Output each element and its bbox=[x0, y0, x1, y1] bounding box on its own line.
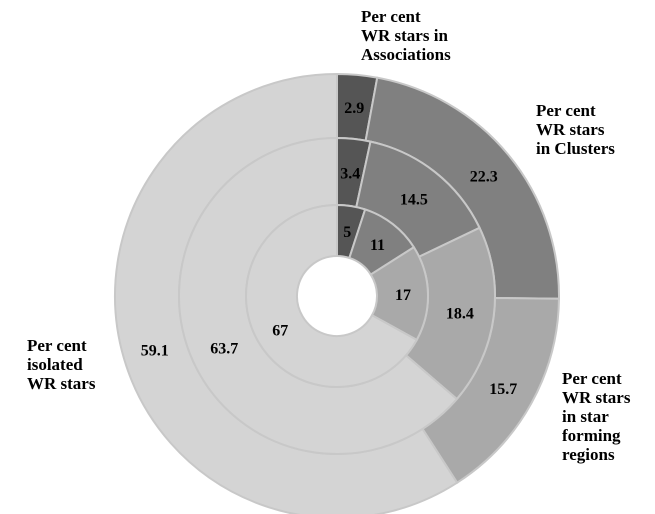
category-label-clusters: Per cent WR stars in Clusters bbox=[536, 101, 615, 158]
category-label-isolated-line: Per cent bbox=[27, 336, 87, 355]
chart-value-labels: 2.9 22.3 15.7 59.1 3.4 14.5 18.4 63.7 5 11 17 67 bbox=[141, 100, 518, 398]
value-label-middle-isolated: 63.7 bbox=[210, 341, 238, 358]
value-label-outer-isolated: 59.1 bbox=[141, 343, 169, 360]
category-label-star-forming-regions-line: Per cent bbox=[562, 369, 622, 388]
category-label-associations-line: WR stars in bbox=[361, 26, 448, 45]
value-label-inner-star-forming-regions: 17 bbox=[395, 287, 411, 304]
category-label-clusters-line: Per cent bbox=[536, 101, 596, 120]
category-label-isolated: Per cent isolated WR stars bbox=[27, 336, 96, 393]
chart-segments bbox=[114, 72, 560, 514]
value-label-outer-clusters: 22.3 bbox=[470, 168, 498, 185]
category-label-associations-line: Per cent bbox=[361, 7, 421, 26]
category-label-associations-line: Associations bbox=[361, 45, 451, 64]
value-label-outer-star-forming-regions: 15.7 bbox=[489, 381, 517, 398]
category-label-isolated-line: WR stars bbox=[27, 374, 96, 393]
value-label-inner-clusters: 11 bbox=[370, 237, 385, 254]
value-label-middle-associations: 3.4 bbox=[340, 166, 360, 183]
category-label-star-forming-regions-line: WR stars bbox=[562, 388, 631, 407]
category-label-star-forming-regions-line: forming bbox=[562, 426, 621, 445]
value-label-outer-associations: 2.9 bbox=[344, 100, 364, 117]
category-label-isolated-line: isolated bbox=[27, 355, 83, 374]
category-label-clusters-line: in Clusters bbox=[536, 139, 615, 158]
category-label-associations: Per cent WR stars in Associations bbox=[361, 7, 451, 64]
category-label-clusters-line: WR stars bbox=[536, 120, 605, 139]
value-label-middle-star-forming-regions: 18.4 bbox=[446, 305, 474, 322]
category-label-star-forming-regions-line: in star bbox=[562, 407, 609, 426]
value-label-inner-isolated: 67 bbox=[272, 323, 288, 340]
segment-inner-isolated bbox=[245, 203, 419, 388]
category-label-star-forming-regions-line: regions bbox=[562, 445, 615, 464]
value-label-middle-clusters: 14.5 bbox=[400, 192, 428, 209]
category-label-star-forming-regions: Per cent WR stars in star forming regions bbox=[562, 369, 631, 464]
value-label-inner-associations: 5 bbox=[343, 224, 351, 241]
